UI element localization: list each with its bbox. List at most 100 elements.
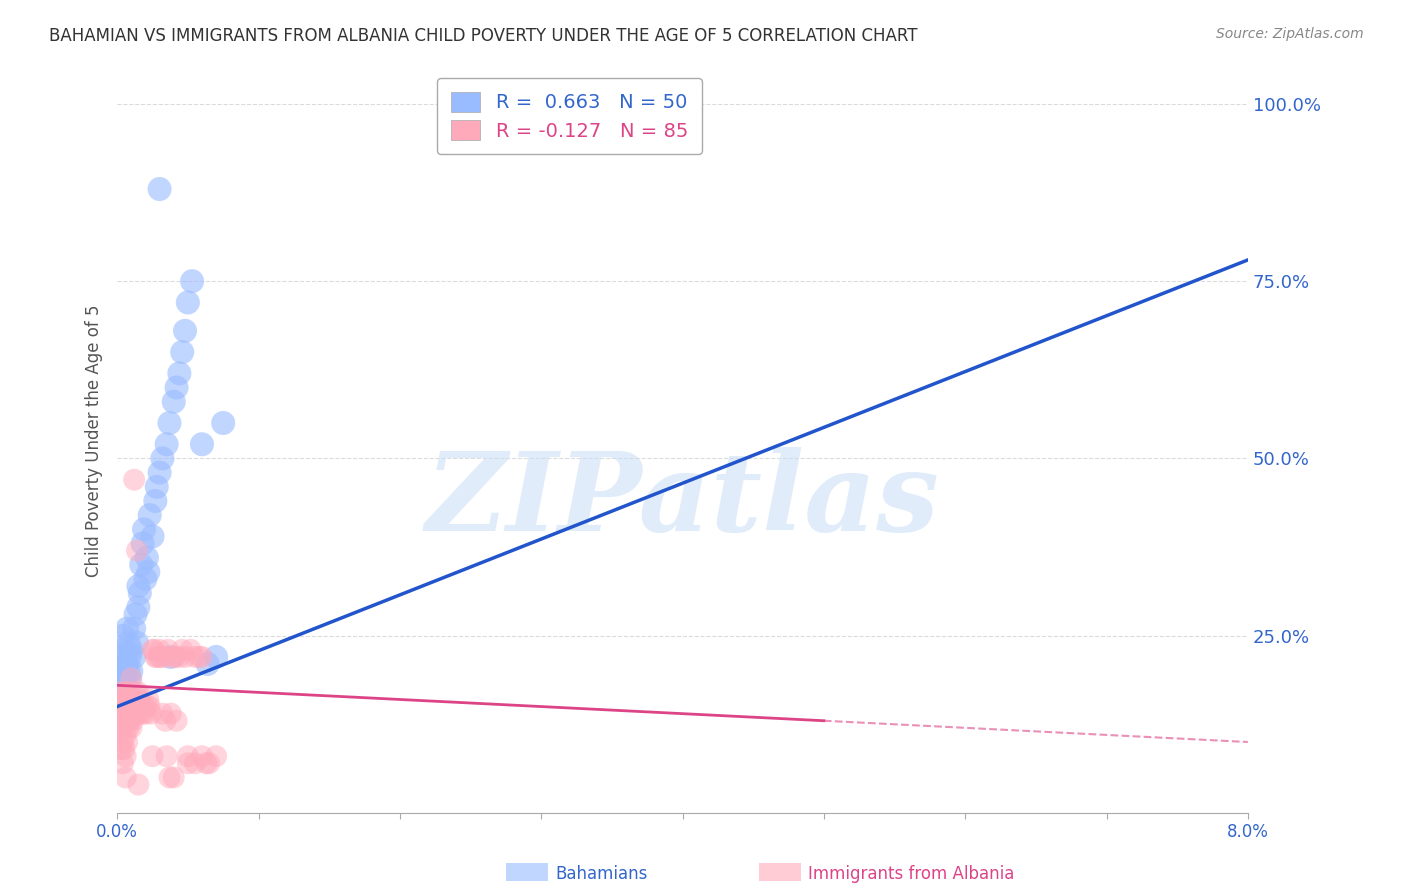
Legend: R =  0.663   N = 50, R = -0.127   N = 85: R = 0.663 N = 50, R = -0.127 N = 85 <box>437 78 702 154</box>
Point <box>159 416 181 430</box>
Point <box>124 699 146 714</box>
Point <box>124 685 146 699</box>
Point <box>117 692 139 706</box>
Point <box>111 735 134 749</box>
Point <box>118 685 141 699</box>
Point <box>212 416 235 430</box>
Point <box>145 649 167 664</box>
Point <box>122 473 145 487</box>
Point <box>117 706 139 721</box>
Point <box>177 295 200 310</box>
Y-axis label: Child Poverty Under the Age of 5: Child Poverty Under the Age of 5 <box>86 304 103 577</box>
Point <box>125 543 148 558</box>
Point <box>114 649 136 664</box>
Point <box>125 636 148 650</box>
Point <box>191 649 214 664</box>
Point <box>117 664 139 678</box>
Point <box>127 685 149 699</box>
Point <box>111 678 134 692</box>
Point <box>169 649 191 664</box>
Point <box>132 699 155 714</box>
Point <box>141 749 163 764</box>
Point <box>149 643 172 657</box>
Point <box>122 706 145 721</box>
Point <box>155 714 177 728</box>
Point <box>159 771 181 785</box>
Point <box>195 756 218 771</box>
Point <box>114 728 136 742</box>
Point <box>136 692 159 706</box>
Point <box>152 706 174 721</box>
Point <box>141 643 163 657</box>
Point <box>121 699 143 714</box>
Point <box>139 706 162 721</box>
Point <box>111 629 134 643</box>
Point <box>174 324 197 338</box>
Point <box>150 649 173 664</box>
Point <box>149 466 172 480</box>
Point <box>111 714 134 728</box>
Point <box>110 721 132 735</box>
Point <box>174 649 197 664</box>
Point <box>191 749 214 764</box>
Point <box>172 345 194 359</box>
Point <box>163 771 186 785</box>
Point <box>184 649 207 664</box>
Point <box>112 721 135 735</box>
Point <box>128 692 150 706</box>
Point <box>188 649 211 664</box>
Point <box>112 664 135 678</box>
Point <box>132 522 155 536</box>
Point <box>111 756 134 771</box>
Point <box>134 706 156 721</box>
Point <box>180 643 202 657</box>
Text: Source: ZipAtlas.com: Source: ZipAtlas.com <box>1216 27 1364 41</box>
Point <box>131 536 153 550</box>
Point <box>108 706 131 721</box>
Point <box>152 451 174 466</box>
Point <box>125 692 148 706</box>
Point <box>127 699 149 714</box>
Point <box>149 182 172 196</box>
Point <box>115 699 138 714</box>
Point <box>129 558 152 572</box>
Point <box>198 756 221 771</box>
Point <box>138 699 160 714</box>
Point <box>112 699 135 714</box>
Point <box>163 649 186 664</box>
Point <box>163 394 186 409</box>
Point <box>110 699 132 714</box>
Point <box>166 380 188 394</box>
Point <box>141 529 163 543</box>
Point <box>156 749 179 764</box>
Point <box>112 685 135 699</box>
Point <box>135 550 157 565</box>
Point <box>108 664 131 678</box>
Text: BAHAMIAN VS IMMIGRANTS FROM ALBANIA CHILD POVERTY UNDER THE AGE OF 5 CORRELATION: BAHAMIAN VS IMMIGRANTS FROM ALBANIA CHIL… <box>49 27 918 45</box>
Point <box>120 671 142 685</box>
Point <box>121 714 143 728</box>
Point <box>118 671 141 685</box>
Point <box>122 622 145 636</box>
Point <box>120 721 142 735</box>
Point <box>115 714 138 728</box>
Point <box>115 685 138 699</box>
Point <box>117 636 139 650</box>
Point <box>136 565 159 579</box>
Text: Immigrants from Albania: Immigrants from Albania <box>808 865 1015 883</box>
Point <box>127 778 149 792</box>
Point <box>149 649 172 664</box>
Point <box>118 699 141 714</box>
Point <box>157 643 180 657</box>
Point <box>117 721 139 735</box>
Point <box>156 437 179 451</box>
Point <box>172 643 194 657</box>
Point <box>160 706 183 721</box>
Point <box>129 699 152 714</box>
Text: ZIPatlas: ZIPatlas <box>426 447 939 554</box>
Point <box>114 671 136 685</box>
Point <box>122 692 145 706</box>
Point <box>191 437 214 451</box>
Point <box>122 649 145 664</box>
Point <box>134 572 156 586</box>
